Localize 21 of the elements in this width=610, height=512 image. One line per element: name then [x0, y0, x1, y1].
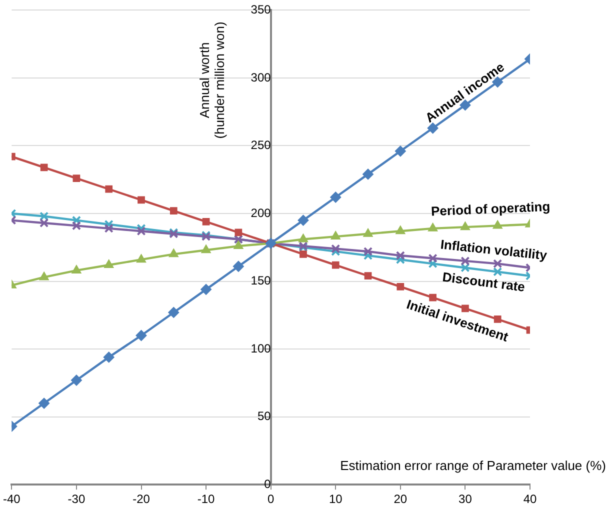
y-tick-label: 150 [250, 274, 272, 288]
x-tick-label: -30 [68, 492, 86, 506]
x-tick-label: 30 [458, 492, 472, 506]
text: Inflation volatility [440, 236, 548, 263]
x-tick-label: -20 [132, 492, 150, 506]
x-tick-label: 20 [394, 492, 408, 506]
series-label: Period of operating [430, 198, 550, 219]
y-tick-label: 100 [250, 341, 272, 356]
y-axis-title: Annual worth (hunder million won) [196, 22, 227, 139]
y-tick-label: 300 [250, 70, 272, 84]
y-tick-label: 250 [250, 138, 272, 152]
x-tick-label: 10 [328, 492, 343, 506]
x-tick-label: -40 [3, 492, 21, 506]
y-tick-label: 350 [250, 2, 272, 17]
text: Discount rate [442, 269, 526, 294]
y-tick-label: 0 [264, 476, 272, 491]
x-tick-label: 40 [523, 492, 537, 506]
y-tick-label: 50 [257, 409, 272, 424]
y-tick-label: 200 [250, 206, 272, 220]
x-tick-label: -10 [197, 492, 216, 506]
x-axis-title: Estimation error range of Parameter value (%) [340, 458, 606, 474]
